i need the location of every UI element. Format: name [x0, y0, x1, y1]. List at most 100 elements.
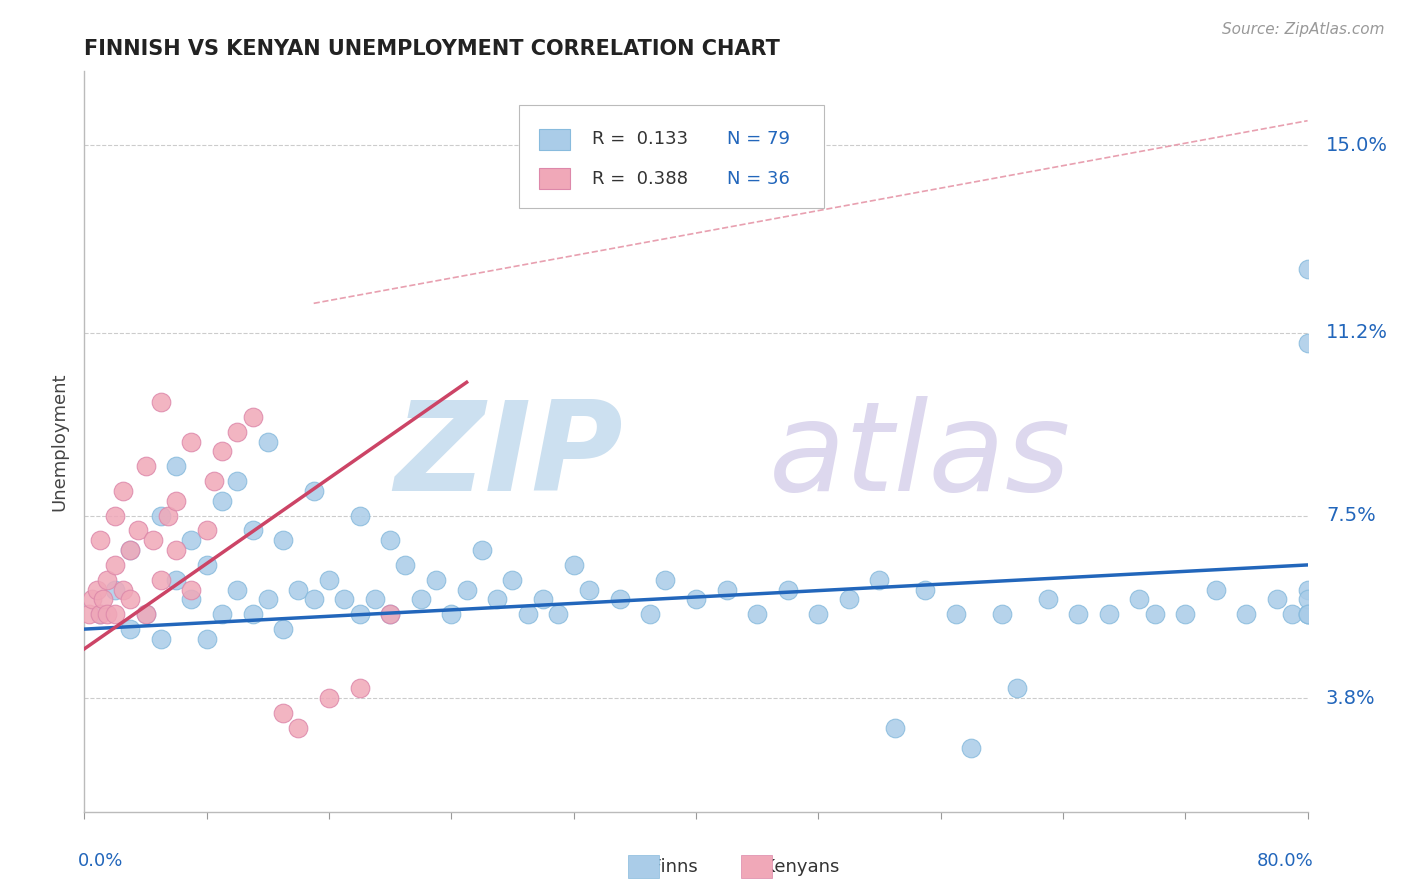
Point: [195, 632, 218, 646]
Point: [318, 691, 340, 706]
Point: [242, 607, 264, 622]
FancyBboxPatch shape: [540, 128, 571, 150]
Point: [195, 558, 218, 572]
Point: [120, 622, 142, 636]
FancyBboxPatch shape: [540, 169, 571, 189]
Point: [120, 543, 142, 558]
Point: [1205, 582, 1227, 597]
FancyBboxPatch shape: [519, 104, 824, 209]
Point: [271, 622, 294, 636]
Point: [502, 573, 524, 587]
Point: [1005, 681, 1028, 696]
Point: [1174, 607, 1197, 622]
Point: [654, 573, 676, 587]
Point: [226, 582, 249, 597]
Point: [257, 592, 280, 607]
Text: FINNISH VS KENYAN UNEMPLOYMENT CORRELATION CHART: FINNISH VS KENYAN UNEMPLOYMENT CORRELATI…: [84, 38, 780, 59]
Text: Source: ZipAtlas.com: Source: ZipAtlas.com: [1222, 22, 1385, 37]
Point: [1296, 335, 1319, 350]
Point: [142, 533, 165, 548]
Point: [1265, 592, 1288, 607]
Point: [1281, 607, 1303, 622]
Point: [380, 607, 402, 622]
Point: [149, 573, 172, 587]
Point: [149, 508, 172, 523]
Point: [226, 425, 249, 439]
Point: [302, 592, 325, 607]
Point: [271, 706, 294, 720]
Point: [349, 681, 371, 696]
Point: [165, 543, 187, 558]
Point: [257, 434, 280, 449]
Point: [180, 592, 202, 607]
Point: [869, 573, 891, 587]
Point: [685, 592, 707, 607]
Text: 11.2%: 11.2%: [1326, 324, 1388, 343]
Point: [111, 483, 134, 498]
Point: [1128, 592, 1150, 607]
Point: [364, 592, 387, 607]
Point: [1296, 582, 1319, 597]
Point: [287, 721, 309, 735]
Point: [149, 395, 172, 409]
Point: [165, 573, 187, 587]
Point: [226, 474, 249, 488]
Point: [440, 607, 463, 622]
Point: [89, 607, 111, 622]
Point: [242, 524, 264, 538]
Point: [349, 607, 371, 622]
Text: R =  0.388: R = 0.388: [592, 169, 688, 187]
Text: 15.0%: 15.0%: [1326, 136, 1388, 155]
Point: [945, 607, 967, 622]
Point: [960, 740, 983, 755]
Point: [96, 573, 118, 587]
Point: [180, 533, 202, 548]
Point: [609, 592, 631, 607]
Point: [838, 592, 860, 607]
Point: [96, 607, 118, 622]
Point: [1296, 592, 1319, 607]
Point: [547, 607, 569, 622]
Point: [914, 582, 936, 597]
Point: [287, 582, 309, 597]
Point: [1296, 261, 1319, 276]
Text: 80.0%: 80.0%: [1257, 853, 1313, 871]
Point: [471, 543, 494, 558]
Point: [1296, 607, 1319, 622]
Point: [516, 607, 538, 622]
Point: [486, 592, 509, 607]
Point: [716, 582, 738, 597]
Text: R =  0.133: R = 0.133: [592, 130, 688, 148]
Point: [1296, 607, 1319, 622]
Point: [80, 592, 103, 607]
Point: [747, 607, 769, 622]
Point: [111, 582, 134, 597]
Point: [271, 533, 294, 548]
Point: [149, 632, 172, 646]
Point: [135, 459, 157, 474]
Point: [120, 543, 142, 558]
Point: [1296, 607, 1319, 622]
Point: [807, 607, 830, 622]
Point: [104, 607, 127, 622]
Point: [180, 582, 202, 597]
Point: [165, 493, 187, 508]
Point: [135, 607, 157, 622]
Text: Kenyans: Kenyans: [752, 858, 839, 876]
Point: [211, 444, 233, 458]
Point: [104, 558, 127, 572]
Text: 0.0%: 0.0%: [79, 853, 124, 871]
Point: [883, 721, 905, 735]
Text: ZIP: ZIP: [394, 396, 623, 516]
Point: [409, 592, 432, 607]
Point: [120, 592, 142, 607]
Point: [394, 558, 416, 572]
Point: [562, 558, 585, 572]
Point: [1067, 607, 1090, 622]
Point: [1036, 592, 1059, 607]
Point: [91, 592, 114, 607]
Point: [104, 508, 127, 523]
Point: [333, 592, 356, 607]
Text: atlas: atlas: [769, 396, 1071, 516]
Text: N = 36: N = 36: [727, 169, 789, 187]
